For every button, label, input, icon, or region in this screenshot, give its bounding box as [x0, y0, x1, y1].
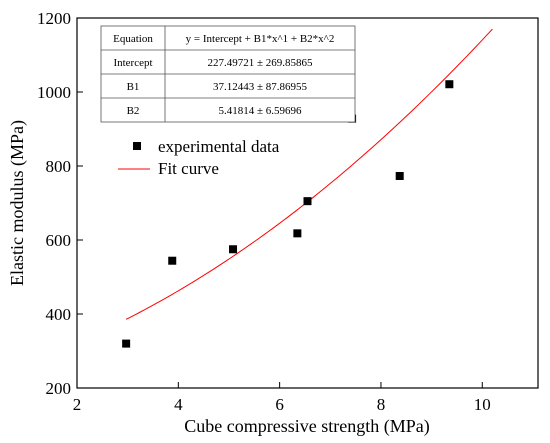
- data-point: [293, 229, 302, 238]
- fit-table-row-label: B1: [127, 81, 140, 93]
- fit-table-row-value: 227.49721 ± 269.85865: [207, 57, 313, 69]
- y-tick-label: 400: [46, 305, 72, 324]
- fit-parameter-table: Equation y = Intercept + B1*x^1 + B2*x^2 I…: [100, 25, 356, 123]
- data-point: [303, 197, 312, 206]
- fit-table-row-label: B2: [127, 105, 140, 117]
- fit-table-row-label: Intercept: [113, 57, 152, 69]
- fit-table-row-value: 5.41814 ± 6.59696: [218, 105, 302, 117]
- x-tick-label: 10: [474, 395, 491, 414]
- legend: experimental data Fit curve: [118, 137, 280, 178]
- y-tick-label: 600: [46, 231, 72, 250]
- plot-frame: [76, 17, 539, 389]
- y-tick-label: 800: [46, 157, 72, 176]
- fit-table-row-value: 37.12443 ± 87.86955: [213, 81, 308, 93]
- legend-label-experimental-data: experimental data: [158, 137, 280, 156]
- data-point: [395, 171, 404, 180]
- data-point: [229, 245, 238, 254]
- x-tick-label: 8: [377, 395, 386, 414]
- y-tick-label: 1000: [37, 83, 71, 102]
- x-axis-title: Cube compressive strength (MPa): [184, 416, 429, 437]
- x-tick-label: 4: [174, 395, 183, 414]
- y-axis-title: Elastic modulus (MPa): [7, 120, 28, 286]
- y-tick-label: 1200: [37, 9, 71, 28]
- x-tick-label: 6: [275, 395, 284, 414]
- x-tick-label: 2: [73, 395, 82, 414]
- legend-marker-experimental-data: [133, 142, 141, 150]
- data-point: [445, 80, 454, 89]
- legend-label-fit-curve: Fit curve: [158, 159, 219, 178]
- data-point: [168, 256, 177, 265]
- data-point: [122, 339, 131, 348]
- axis-ticks: 2 4 6 8 10 200 400 600 800 1000 1200: [37, 9, 491, 414]
- y-tick-label: 200: [46, 379, 72, 398]
- fit-table-row-value: y = Intercept + B1*x^1 + B2*x^2: [186, 33, 335, 45]
- fit-table-row-label: Equation: [113, 33, 153, 45]
